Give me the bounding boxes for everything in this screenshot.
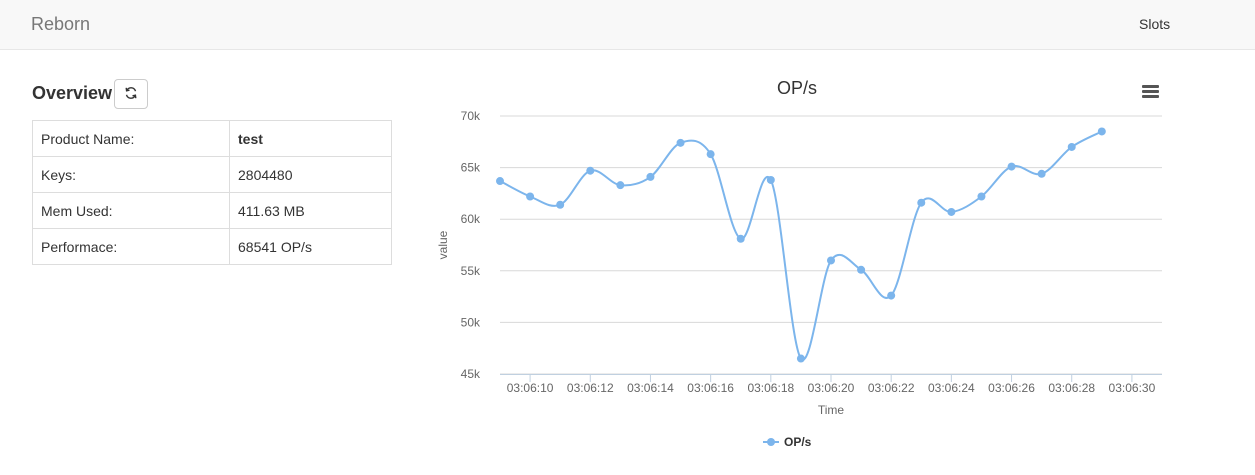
data-point bbox=[1007, 162, 1016, 171]
data-point bbox=[917, 198, 926, 207]
data-point bbox=[736, 234, 745, 243]
x-tick-label: 03:06:28 bbox=[1048, 381, 1095, 395]
table-row: Performace: 68541 OP/s bbox=[32, 228, 392, 265]
row-value: test bbox=[229, 120, 392, 157]
x-tick-label: 03:06:12 bbox=[567, 381, 614, 395]
nav-slots-link[interactable]: Slots bbox=[1139, 16, 1171, 32]
data-point bbox=[706, 150, 715, 159]
top-navbar: Reborn Slots bbox=[0, 0, 1255, 50]
x-tick-label: 03:06:30 bbox=[1109, 381, 1156, 395]
row-key: Performace: bbox=[32, 228, 230, 265]
overview-table: Product Name: test Keys: 2804480 Mem Use… bbox=[32, 120, 392, 265]
data-point bbox=[766, 175, 775, 184]
overview-heading: Overview bbox=[32, 83, 113, 103]
data-point bbox=[556, 200, 565, 209]
row-key: Product Name: bbox=[32, 120, 230, 157]
table-row: Mem Used: 411.63 MB bbox=[32, 192, 392, 229]
x-tick-label: 03:06:24 bbox=[928, 381, 975, 395]
data-point bbox=[1037, 169, 1046, 178]
x-tick-label: 03:06:14 bbox=[627, 381, 674, 395]
y-tick-label: 60k bbox=[461, 212, 481, 226]
y-tick-label: 45k bbox=[461, 367, 481, 381]
x-tick-label: 03:06:18 bbox=[747, 381, 794, 395]
data-point bbox=[1067, 142, 1076, 151]
y-tick-label: 70k bbox=[461, 109, 481, 123]
chart-title: OP/s bbox=[777, 78, 817, 98]
brand-link[interactable]: Reborn bbox=[31, 14, 91, 34]
data-point bbox=[676, 138, 685, 147]
y-tick-label: 55k bbox=[461, 264, 481, 278]
x-tick-label: 03:06:26 bbox=[988, 381, 1035, 395]
row-key: Keys: bbox=[32, 156, 230, 193]
row-value: 2804480 bbox=[229, 156, 392, 193]
ops-chart-svg: OP/s 45k 50k 55k 60k 65k 70k 03:06:10 03:06:12 03… bbox=[436, 78, 1162, 449]
data-point bbox=[827, 256, 835, 265]
table-row: Product Name: test bbox=[32, 120, 392, 157]
refresh-icon bbox=[124, 86, 138, 103]
row-key: Mem Used: bbox=[32, 192, 230, 229]
x-tick-label: 03:06:10 bbox=[507, 381, 554, 395]
row-value: 68541 OP/s bbox=[229, 228, 392, 265]
y-axis-title: value bbox=[436, 230, 450, 259]
data-point bbox=[947, 207, 956, 216]
data-point bbox=[586, 166, 595, 175]
refresh-button[interactable] bbox=[114, 79, 148, 109]
row-value: 411.63 MB bbox=[229, 192, 392, 229]
data-point bbox=[646, 172, 655, 181]
x-tick-label: 03:06:22 bbox=[868, 381, 915, 395]
series-line bbox=[499, 130, 1103, 361]
data-point bbox=[496, 177, 504, 186]
data-point bbox=[977, 192, 986, 201]
y-tick-label: 50k bbox=[461, 315, 481, 329]
data-point bbox=[526, 192, 535, 201]
data-point bbox=[857, 265, 866, 274]
data-point bbox=[796, 354, 805, 363]
data-point bbox=[887, 291, 896, 300]
data-point bbox=[1097, 127, 1106, 136]
x-tick-label: 03:06:20 bbox=[808, 381, 855, 395]
data-point bbox=[616, 181, 625, 190]
x-tick-label: 03:06:16 bbox=[687, 381, 734, 395]
hamburger-menu-icon[interactable] bbox=[1142, 85, 1159, 100]
y-tick-label: 65k bbox=[461, 161, 481, 175]
table-row: Keys: 2804480 bbox=[32, 156, 392, 193]
legend-label: OP/s bbox=[784, 435, 812, 449]
x-axis-title: Time bbox=[818, 403, 845, 417]
legend-marker bbox=[767, 438, 775, 446]
ops-chart: OP/s 45k 50k 55k 60k 65k 70k 03:06:10 03:06:12 03… bbox=[430, 70, 1230, 470]
